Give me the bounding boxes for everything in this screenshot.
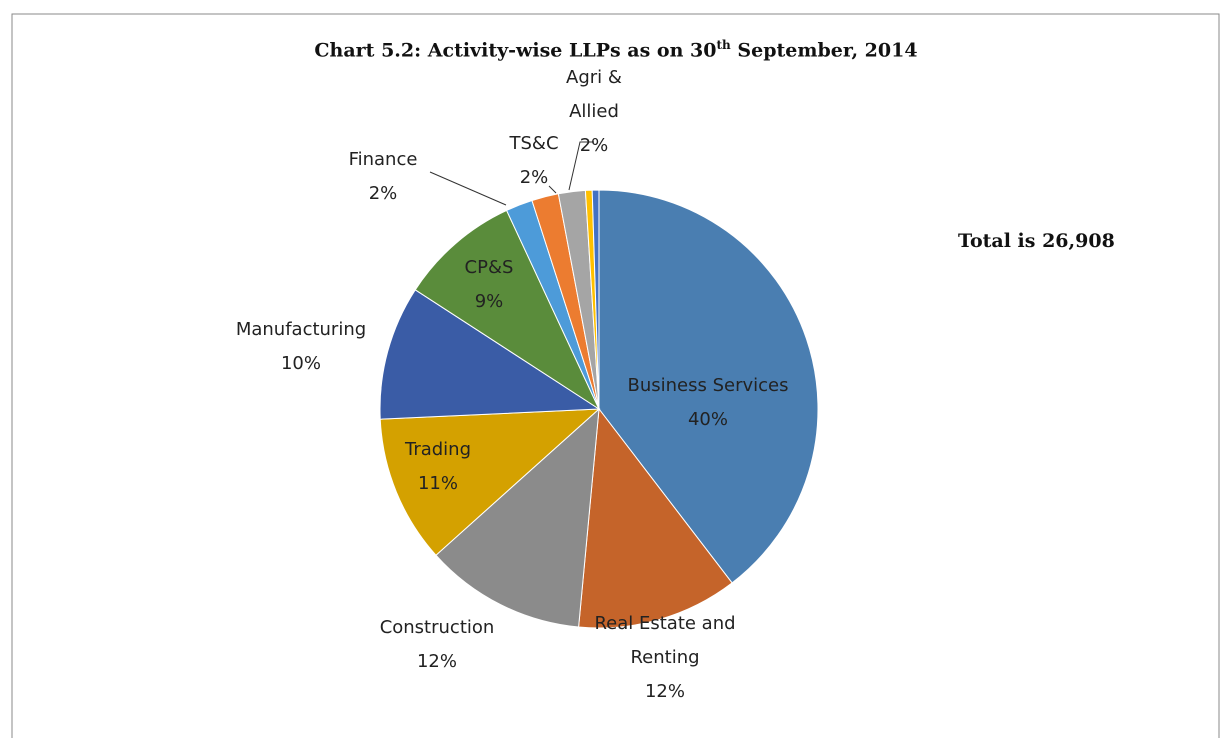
value-label: 9% [474, 291, 504, 312]
pie-slice [414, 209, 601, 411]
value-label: 2% [519, 167, 549, 188]
title-text: September, 2014 [730, 39, 918, 62]
data-label: CP&S 9% [449, 251, 529, 319]
leader-line [429, 171, 507, 206]
value-label: 12% [416, 651, 457, 672]
pie-slice [598, 189, 819, 584]
pie-slice [578, 407, 733, 629]
category-label: Trading [404, 439, 472, 460]
category-label: Agri & Allied [566, 67, 622, 122]
title-sup: th [716, 38, 731, 52]
chart-title: Chart 5.2: Activity-wise LLPs as on 30th… [0, 38, 1221, 61]
value-label: 40% [687, 409, 728, 430]
data-label: Trading 11% [378, 433, 498, 501]
category-label: Construction [379, 617, 495, 638]
category-label: Real Estate and Renting [594, 613, 736, 668]
value-label: 2% [368, 183, 398, 204]
data-label: Construction 12% [357, 611, 517, 679]
pie-slice [379, 408, 601, 556]
pie-slice [379, 289, 601, 420]
annotation: Total is 26,908 [958, 230, 1115, 252]
category-label: Manufacturing [235, 319, 367, 340]
value-label: 11% [417, 473, 458, 494]
data-label: Manufacturing 10% [211, 313, 391, 381]
leader-line [548, 185, 557, 194]
data-label: Agri & Allied 2% [544, 61, 644, 163]
category-label: CP&S [464, 257, 514, 278]
pie-slice [591, 189, 600, 410]
value-label: 10% [280, 353, 321, 374]
title-text: Chart 5.2: Activity-wise LLPs as on 30 [314, 39, 717, 62]
category-label: Finance [348, 149, 418, 170]
data-label: TS&C 2% [494, 127, 574, 195]
data-label: Real Estate and Renting 12% [565, 607, 765, 709]
category-label: TS&C [509, 133, 559, 154]
value-label: 12% [644, 681, 685, 702]
category-label: Business Services [627, 375, 789, 396]
leader-line [568, 141, 594, 191]
data-label: Finance 2% [323, 143, 443, 211]
chart-border [11, 13, 1220, 738]
data-label: Business Services 40% [608, 369, 808, 437]
value-label: 2% [579, 135, 609, 156]
pie-slice [435, 407, 600, 628]
